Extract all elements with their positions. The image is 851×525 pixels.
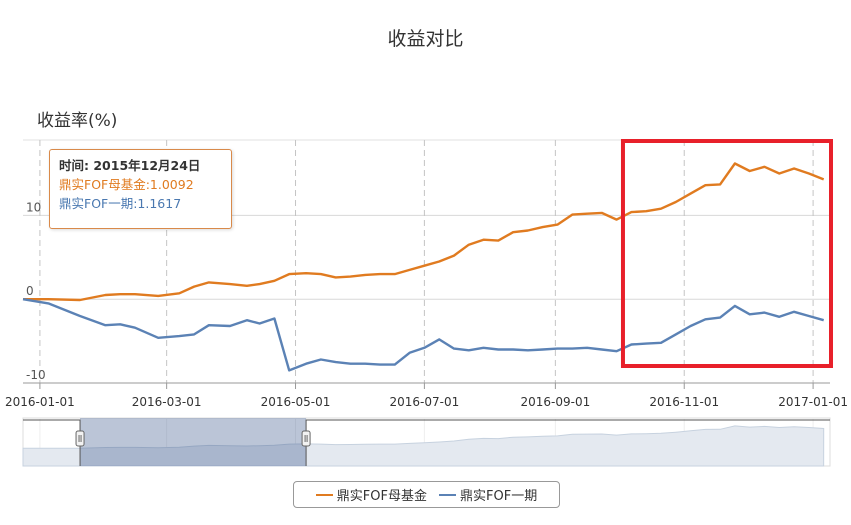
y-tick-label: 0 (26, 284, 34, 298)
legend: 鼎实FOF母基金 鼎实FOF一期 (293, 481, 560, 508)
range-navigator[interactable] (22, 417, 831, 467)
x-tick-label: 2016-11-01 (649, 395, 719, 409)
x-tick-label: 2016-01-01 (5, 395, 75, 409)
x-tick-label: 2016-05-01 (261, 395, 331, 409)
navigator-handle-right[interactable] (301, 430, 311, 447)
tooltip-time: 时间: 2015年12月24日 (59, 158, 201, 173)
x-tick-label: 2016-03-01 (132, 395, 202, 409)
navigator-outline-left (23, 419, 81, 466)
navigator-handle-left[interactable] (75, 430, 85, 447)
legend-item-series1[interactable]: 鼎实FOF母基金 (315, 485, 427, 504)
tooltip-series1: 鼎实FOF母基金:1.0092 (59, 177, 194, 192)
x-tick-label: 2016-09-01 (520, 395, 590, 409)
navigator-selection (80, 418, 307, 466)
y-tick-label: -10 (26, 368, 46, 382)
axes: 10 0 -10 2016-01-01 2016-03-01 2016-05-01 2016… (5, 200, 848, 409)
x-tick-label: 2017-01-01 (778, 395, 848, 409)
y-axis-label: 收益率(%) (37, 111, 118, 131)
chart-title: 收益对比 (387, 28, 464, 50)
legend-item-series2[interactable]: 鼎实FOF一期 (439, 485, 537, 504)
series-lines (22, 162, 825, 372)
legend-label-series1: 鼎实FOF母基金 (336, 489, 427, 504)
series-line-2 (22, 298, 825, 372)
series-line-1 (23, 162, 825, 302)
highlight-box (620, 139, 833, 368)
legend-swatch-series2 (439, 493, 456, 496)
x-tick-label: 2016-07-01 (390, 395, 460, 409)
y-tick-label: 10 (26, 200, 41, 214)
tooltip: 时间: 2015年12月24日 鼎实FOF母基金:1.0092 鼎实FOF一期:… (49, 149, 232, 229)
tooltip-series2: 鼎实FOF一期:1.1617 (59, 196, 182, 211)
legend-label-series2: 鼎实FOF一期 (460, 489, 538, 504)
legend-swatch-series1 (315, 493, 333, 496)
navigator-outline-right (305, 419, 830, 466)
navigator-area (22, 425, 825, 467)
